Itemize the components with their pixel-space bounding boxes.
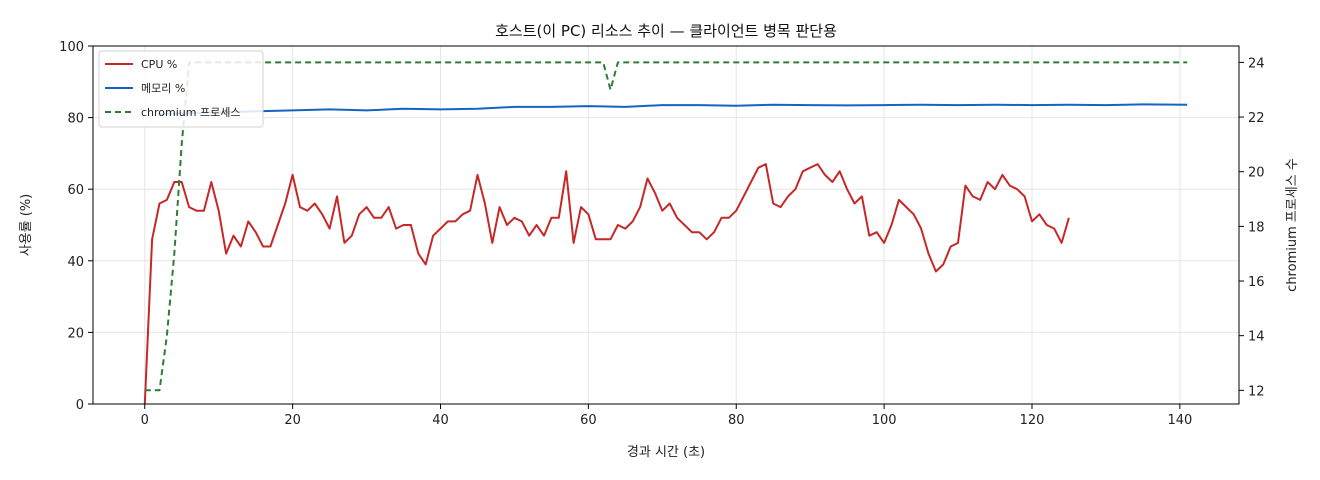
series-layer: [143, 61, 1188, 405]
chart-title: 호스트(이 PC) 리소스 추이 — 클라이언트 병목 판단용: [495, 22, 837, 40]
legend: CPU % 메모리 % chromium 프로세스: [98, 50, 264, 128]
legend-label-0: CPU %: [141, 58, 177, 71]
legend-box: [98, 50, 264, 128]
y2-axis-title: chromium 프로세스 수: [1285, 158, 1300, 292]
y2-tick-label: 24: [1248, 56, 1265, 71]
series-line-2: [144, 61, 1188, 392]
y2-tick-label: 16: [1248, 275, 1265, 290]
y-axis-title: 사용률 (%): [19, 194, 34, 257]
y2-tick-label: 22: [1248, 111, 1265, 126]
x-tick-label: 80: [728, 413, 745, 428]
x-tick-label: 40: [432, 413, 449, 428]
series-line-1: [159, 103, 1188, 115]
x-tick-label: 0: [141, 413, 149, 428]
axis-layer: 0 20 40 60 80 100 120 140 0 20 40 60 80 100 12 14 16 18 20…: [59, 40, 1264, 428]
x-tick-label: 120: [1020, 413, 1045, 428]
legend-items: CPU % 메모리 % chromium 프로세스: [105, 58, 240, 119]
y-tick-label: 20: [67, 326, 84, 341]
x-tick-label: 60: [580, 413, 597, 428]
legend-label-1: 메모리 %: [141, 82, 185, 95]
series-line-0: [143, 163, 1070, 405]
y-tick-label: 80: [67, 112, 84, 127]
x-tick-label: 140: [1167, 413, 1192, 428]
y-tick-label: 0: [76, 398, 84, 413]
y2-tick-label: 20: [1248, 166, 1265, 181]
x-tick-label: 100: [872, 413, 897, 428]
plot-frame: [92, 45, 1240, 405]
y2-tick-label: 12: [1248, 384, 1265, 399]
y2-tick-label: 14: [1248, 330, 1265, 345]
y2-tick-label: 18: [1248, 220, 1265, 235]
legend-label-2: chromium 프로세스: [141, 106, 240, 119]
x-axis-title: 경과 시간 (초): [627, 445, 705, 460]
x-tick-label: 20: [284, 413, 301, 428]
y-tick-label: 40: [67, 255, 84, 270]
y-tick-label: 100: [59, 40, 84, 55]
y-tick-label: 60: [67, 183, 84, 198]
